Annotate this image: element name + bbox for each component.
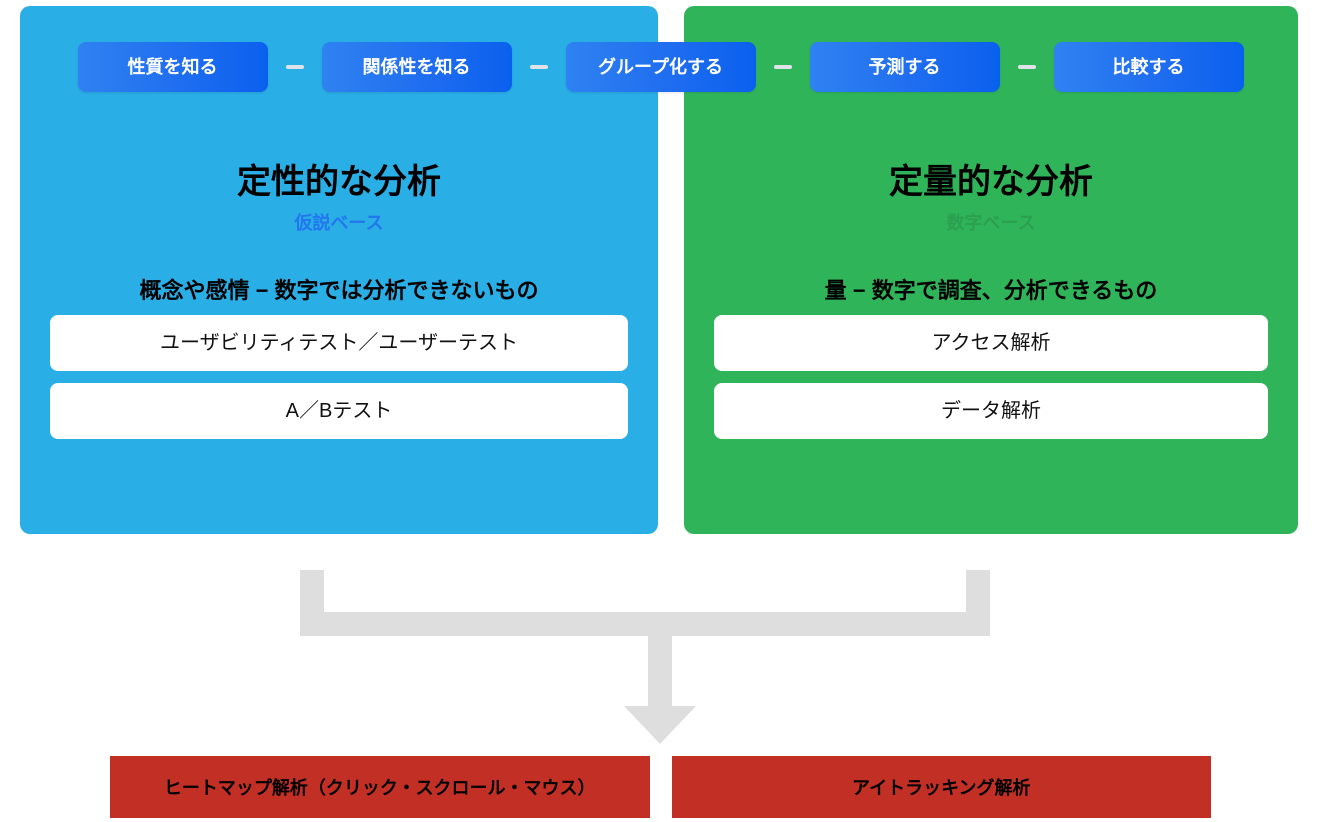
panel-subtitle: 仮説ベース	[20, 209, 658, 235]
panel-subtitle: 数字ベース	[684, 209, 1298, 235]
chip: 性質を知る	[78, 42, 268, 92]
result-heatmap: ヒートマップ解析（クリック・スクロール・マウス）	[110, 756, 650, 818]
result-eyetracking: アイトラッキング解析	[672, 756, 1212, 818]
chip: 関係性を知る	[322, 42, 512, 92]
chip: グループ化する	[566, 42, 756, 92]
method-item: アクセス解析	[714, 315, 1268, 371]
method-item: A／Bテスト	[50, 383, 628, 439]
diagram-stage: 定性的な分析 仮説ベース 概念や感情 − 数字では分析できないもの ユーザビリテ…	[0, 0, 1321, 822]
panel-desc: 概念や感情 − 数字では分析できないもの	[20, 273, 658, 305]
bottom-row: ヒートマップ解析（クリック・スクロール・マウス） アイトラッキング解析	[110, 756, 1211, 818]
panel-title: 定量的な分析	[684, 154, 1298, 203]
chip: 予測する	[810, 42, 1000, 92]
chip-row: 性質を知る 関係性を知る グループ化する 予測する 比較する	[0, 42, 1321, 92]
method-item: ユーザビリティテスト／ユーザーテスト	[50, 315, 628, 371]
chip: 比較する	[1054, 42, 1244, 92]
chip-separator-icon	[1018, 65, 1036, 69]
chip-separator-icon	[774, 65, 792, 69]
chip-separator-icon	[530, 65, 548, 69]
panel-desc: 量 − 数字で調査、分析できるもの	[684, 273, 1298, 305]
method-item: データ解析	[714, 383, 1268, 439]
panel-title: 定性的な分析	[20, 154, 658, 203]
chip-separator-icon	[286, 65, 304, 69]
